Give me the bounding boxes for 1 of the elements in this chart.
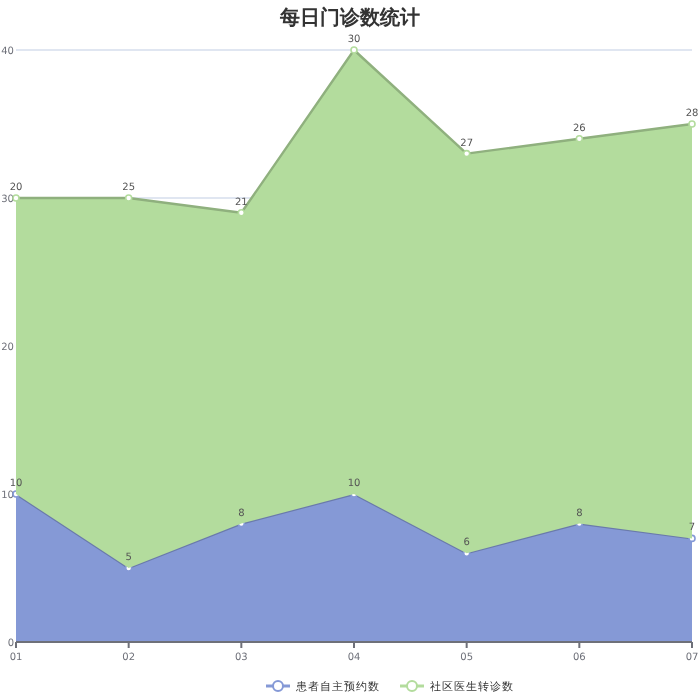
chart-title: 每日门诊数统计 bbox=[278, 6, 420, 30]
